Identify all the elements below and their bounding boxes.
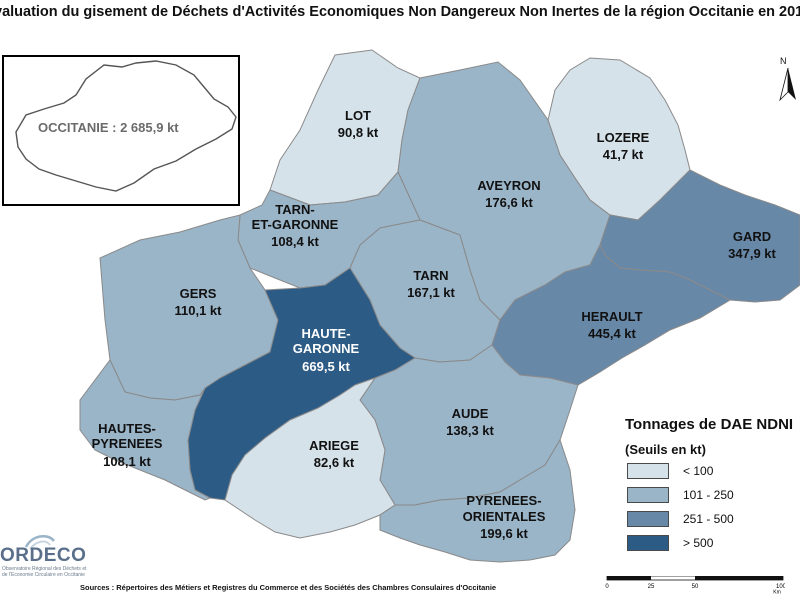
label-pyrenees-orientales-name2: ORIENTALES: [463, 509, 546, 524]
label-tarn-et-garonne-value: 108,4 kt: [271, 234, 319, 249]
label-hautes-pyrenees-value: 108,1 kt: [103, 454, 151, 469]
label-gard-name: GARD: [733, 229, 771, 244]
label-haute-garonne-value: 669,5 kt: [302, 359, 350, 374]
label-pyrenees-orientales-name1: PYRENEES-: [466, 493, 541, 508]
legend-swatch: [627, 487, 669, 503]
legend-subtitle: (Seuils en kt): [625, 442, 706, 457]
label-lot-name: LOT: [345, 108, 371, 123]
label-lot-value: 90,8 kt: [338, 125, 379, 140]
label-aveyron-name: AVEYRON: [477, 178, 540, 193]
scale-tick-0: 0: [605, 584, 609, 590]
north-arrow-icon: [779, 67, 796, 102]
label-hautes-pyrenees-name1: HAUTES-: [98, 421, 156, 436]
label-hautes-pyrenees-name2: PYRENEES: [92, 436, 163, 451]
logo-text: ORDECO: [0, 545, 87, 566]
label-lozere-value: 41,7 kt: [603, 147, 644, 162]
sources-note: Sources : Répertoires des Métiers et Reg…: [80, 583, 497, 592]
north-label: N: [780, 56, 787, 66]
inset-occitanie-total: OCCITANIE : 2 685,9 kt: [38, 120, 179, 135]
label-herault-value: 445,4 kt: [588, 326, 636, 341]
scale-tick-50: 50: [692, 584, 699, 590]
scale-tick-100: 100: [776, 584, 785, 590]
label-aude-value: 138,3 kt: [446, 423, 494, 438]
label-tarn-value: 167,1 kt: [407, 285, 455, 300]
label-aveyron-value: 176,6 kt: [485, 195, 533, 210]
legend-item: 251 - 500: [627, 511, 734, 527]
dept-pyrenees-orientales[interactable]: [379, 438, 576, 563]
dept-hautes-pyrenees[interactable]: [79, 359, 212, 501]
legend-swatch: [627, 511, 669, 527]
label-gers-name: GERS: [180, 286, 217, 301]
label-gard-value: 347,9 kt: [728, 246, 776, 261]
legend-label: < 100: [683, 464, 714, 478]
label-herault-name: HERAULT: [581, 309, 642, 324]
ordeco-logo-icon: [24, 534, 55, 550]
label-haute-garonne-name1: HAUTE-: [301, 326, 350, 341]
label-gers-value: 110,1 kt: [175, 303, 223, 318]
legend-label: > 500: [683, 536, 714, 550]
label-haute-garonne-name2: GARONNE: [293, 341, 360, 356]
scale-unit: Km: [773, 590, 781, 595]
scale-bar: 0 25 50 100 Km: [605, 576, 785, 594]
inset-region-outline: [15, 60, 237, 192]
scale-tick-25: 25: [648, 584, 655, 590]
label-tarn-name: TARN: [413, 268, 448, 283]
legend-label: 101 - 250: [683, 488, 734, 502]
label-lozere-name: LOZERE: [597, 130, 650, 145]
legend-swatch: [627, 463, 669, 479]
legend-item: < 100: [627, 463, 713, 479]
legend-item: 101 - 250: [627, 487, 734, 503]
map-title: valuation du gisement de Déchets d'Activ…: [0, 4, 800, 20]
legend-title: Tonnages de DAE NDNI: [625, 416, 794, 433]
label-pyrenees-orientales-value: 199,6 kt: [480, 526, 528, 541]
label-ariege-name: ARIEGE: [309, 438, 359, 453]
label-tarn-et-garonne-name1: TARN-: [275, 202, 314, 217]
dept-ariege[interactable]: [224, 377, 396, 539]
inset-map: OCCITANIE : 2 685,9 kt: [2, 55, 240, 206]
legend-label: 251 - 500: [683, 512, 734, 526]
legend-item: > 500: [627, 535, 713, 551]
label-ariege-value: 82,6 kt: [314, 455, 355, 470]
logo-subtitle: Observatoire Régional des Déchets et de …: [2, 566, 87, 578]
legend-swatch: [627, 535, 669, 551]
label-tarn-et-garonne-name2: ET-GARONNE: [252, 217, 339, 232]
label-aude-name: AUDE: [452, 406, 489, 421]
